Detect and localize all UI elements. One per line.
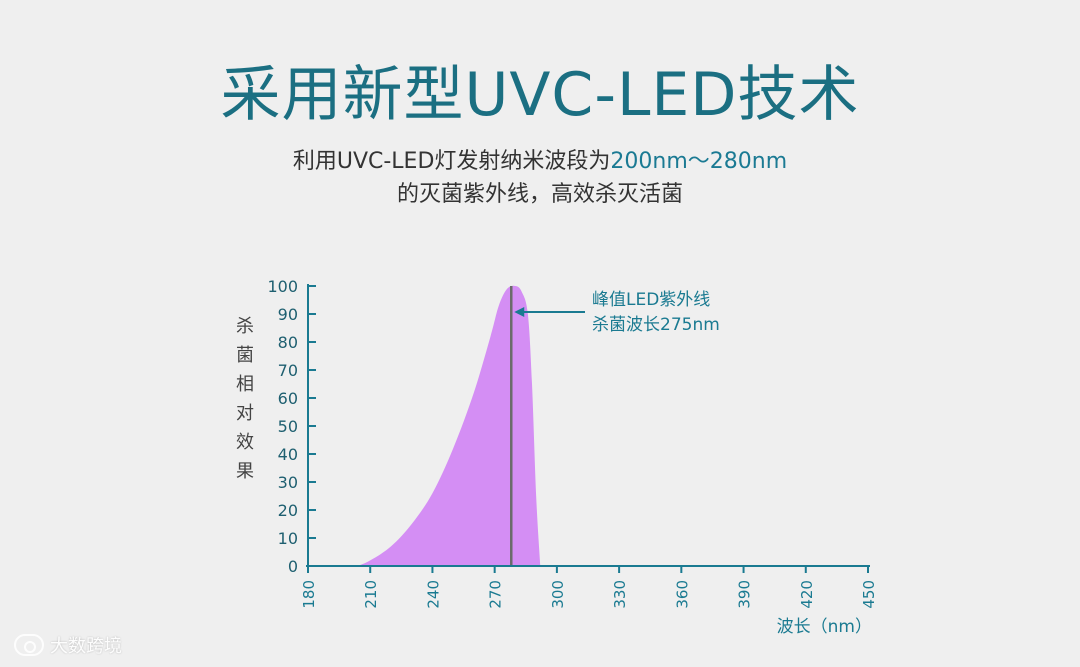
x-tick-label-300: 300 [549,580,567,609]
annotation-line-1: 峰值LED紫外线 [592,290,710,310]
x-tick-label-330: 330 [611,580,629,609]
x-tick-label-180: 180 [300,580,318,609]
y-tick-label-20: 20 [278,501,298,520]
series-area-0 [357,285,541,566]
y-tick-label-80: 80 [278,333,298,352]
y-axis-label-char: 菌 [236,345,254,366]
page-title: 采用新型UVC-LED技术 [220,60,860,130]
y-tick-label-70: 70 [278,361,298,380]
subtitle-line-1-text: 利用UVC-LED灯发射纳米波段为 [292,149,611,174]
y-axis-label-char: 效 [236,432,254,453]
x-tick-label-210: 210 [362,580,380,609]
y-axis-label-char: 果 [236,461,254,482]
watermark: 大数跨境 [14,632,122,658]
annotation-arrowhead [514,307,525,317]
y-tick-label-90: 90 [278,305,298,324]
subtitle: 利用UVC-LED灯发射纳米波段为200nm～280nm 的灭菌紫外线，高效杀灭… [0,145,1080,211]
x-tick-label-360: 360 [673,580,691,609]
x-tick-label-420: 420 [798,580,816,609]
y-tick-label-100: 100 [267,277,298,296]
y-axis-label-char: 杀 [236,316,254,337]
subtitle-line-1: 利用UVC-LED灯发射纳米波段为200nm～280nm [0,145,1080,178]
watermark-text: 大数跨境 [50,636,122,657]
x-axis-label: 波长（nm） [777,617,872,637]
y-tick-label-10: 10 [278,529,298,548]
watermark-logo-icon [14,634,44,656]
x-tick-label-270: 270 [487,580,505,609]
x-tick-label-450: 450 [860,580,878,609]
y-axis-label-char: 对 [236,403,254,424]
subtitle-line-2: 的灭菌紫外线，高效杀灭活菌 [396,182,683,207]
y-tick-label-40: 40 [278,445,298,464]
x-tick-label-390: 390 [736,580,754,609]
y-tick-label-60: 60 [278,389,298,408]
annotation-line-2: 杀菌波长275nm [592,315,720,335]
y-tick-label-30: 30 [278,473,298,492]
wavelength-range-highlight: 200nm～280nm [610,149,788,174]
x-tick-label-240: 240 [424,580,442,609]
y-tick-label-50: 50 [278,417,298,436]
y-tick-label-0: 0 [288,557,298,576]
y-axis-label-char: 相 [236,374,254,395]
y-axis-label: 杀菌相对效果 [233,312,257,486]
